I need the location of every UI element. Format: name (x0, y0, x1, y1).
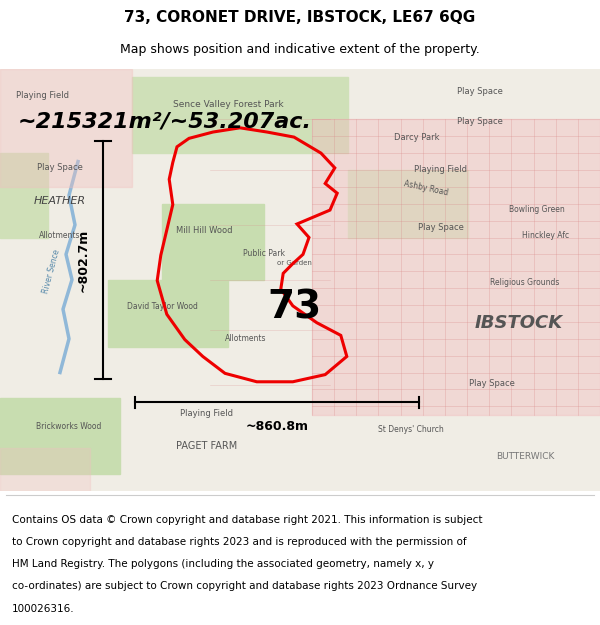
Text: HEATHER: HEATHER (34, 196, 86, 206)
Polygon shape (348, 170, 468, 238)
Text: to Crown copyright and database rights 2023 and is reproduced with the permissio: to Crown copyright and database rights 2… (12, 537, 467, 547)
Text: St Denys' Church: St Denys' Church (378, 426, 444, 434)
Text: Map shows position and indicative extent of the property.: Map shows position and indicative extent… (120, 43, 480, 56)
Text: Bowling Green: Bowling Green (509, 205, 565, 214)
Polygon shape (0, 69, 132, 187)
Polygon shape (312, 119, 600, 415)
Text: River Sence: River Sence (41, 248, 61, 294)
Text: Mill Hill Wood: Mill Hill Wood (176, 226, 232, 235)
Text: Allotments: Allotments (39, 231, 81, 239)
Text: Sence Valley Forest Park: Sence Valley Forest Park (173, 100, 283, 109)
Text: HM Land Registry. The polygons (including the associated geometry, namely x, y: HM Land Registry. The polygons (includin… (12, 559, 434, 569)
Text: David Taylor Wood: David Taylor Wood (127, 302, 197, 311)
Text: Darcy Park: Darcy Park (394, 134, 440, 142)
Text: BUTTERWICK: BUTTERWICK (496, 452, 554, 461)
Text: PAGET FARM: PAGET FARM (176, 441, 238, 451)
Text: Allotments: Allotments (225, 334, 267, 343)
Text: Playing Field: Playing Field (181, 409, 233, 418)
Polygon shape (0, 398, 120, 474)
Text: 100026316.: 100026316. (12, 604, 74, 614)
Text: Play Space: Play Space (457, 117, 503, 126)
Text: Brickworks Wood: Brickworks Wood (37, 422, 101, 431)
Polygon shape (132, 77, 348, 153)
Text: Play Space: Play Space (457, 87, 503, 96)
Text: 73: 73 (267, 288, 321, 326)
Text: or Garden: or Garden (277, 260, 311, 266)
Polygon shape (0, 153, 48, 238)
Text: Ashby Road: Ashby Road (403, 179, 449, 198)
Text: ~215321m²/~53.207ac.: ~215321m²/~53.207ac. (18, 111, 312, 131)
Text: Play Space: Play Space (37, 163, 83, 172)
Text: 73, CORONET DRIVE, IBSTOCK, LE67 6QG: 73, CORONET DRIVE, IBSTOCK, LE67 6QG (124, 9, 476, 24)
Text: IBSTOCK: IBSTOCK (475, 314, 563, 332)
Text: Hinckley Afc: Hinckley Afc (523, 231, 569, 239)
Polygon shape (162, 204, 264, 280)
Text: Play Space: Play Space (469, 379, 515, 388)
Text: ~860.8m: ~860.8m (245, 420, 308, 432)
Text: Public Park: Public Park (243, 249, 285, 259)
Polygon shape (0, 449, 90, 491)
Polygon shape (108, 280, 228, 348)
Text: Religious Grounds: Religious Grounds (490, 278, 560, 287)
Text: Contains OS data © Crown copyright and database right 2021. This information is : Contains OS data © Crown copyright and d… (12, 515, 482, 525)
Text: Playing Field: Playing Field (415, 165, 467, 174)
Text: Play Space: Play Space (418, 223, 464, 232)
Text: co-ordinates) are subject to Crown copyright and database rights 2023 Ordnance S: co-ordinates) are subject to Crown copyr… (12, 581, 477, 591)
Text: Playing Field: Playing Field (16, 91, 68, 100)
Text: ~802.7m: ~802.7m (77, 229, 90, 292)
